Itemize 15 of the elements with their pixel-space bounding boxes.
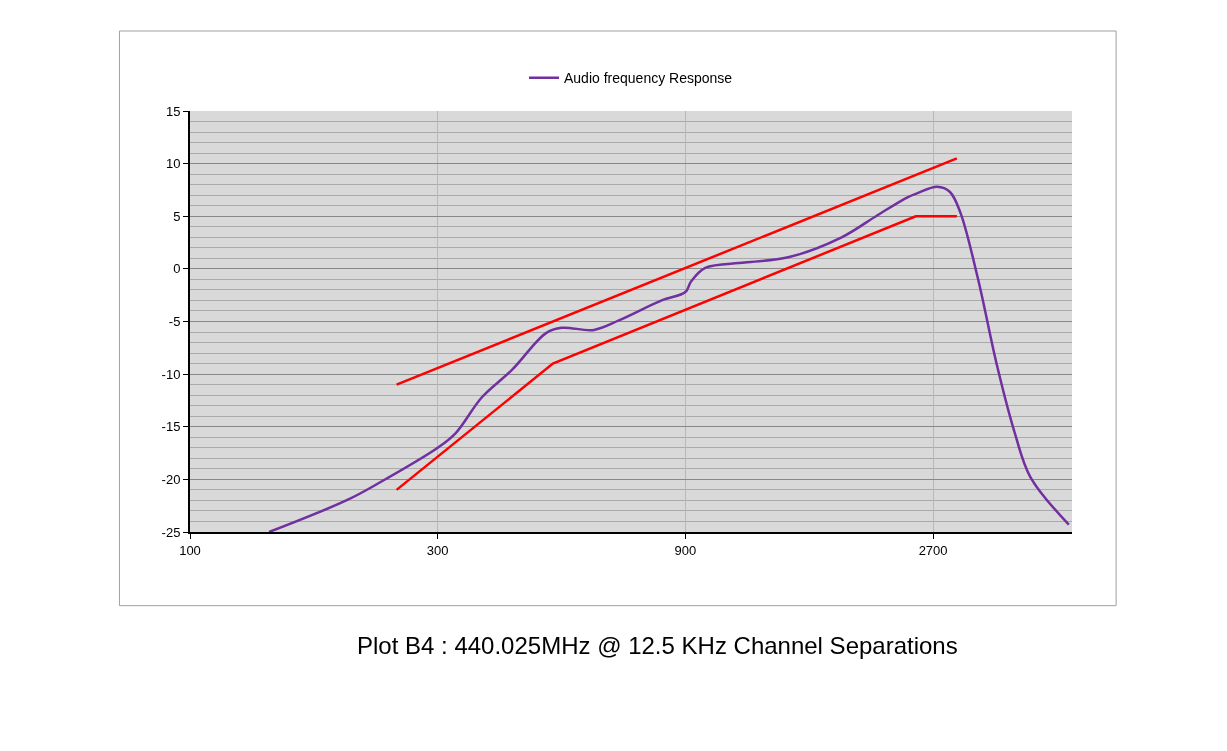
y-tick-label: 5 [173,208,181,224]
y-tick-label: 10 [165,156,181,172]
text: Plot B4 : 440.025MHz @ 12.5 KHz Channel Separations [357,632,958,659]
y-tick-label: -20 [161,471,181,487]
x-tick-label: 100 [179,542,201,558]
x-tick-label: 2700 [918,542,948,558]
legend-label: Audio frequency Response [564,70,733,87]
y-tick-label: -25 [161,524,181,540]
y-tick-label: 0 [173,261,181,277]
y-tick-label: 15 [165,103,181,119]
y-tick-label: -5 [168,314,181,330]
y-tick-label: -15 [161,419,181,435]
y-tick-label: -10 [161,366,181,382]
x-tick-label: 900 [674,542,697,558]
x-tick-label: 300 [426,542,449,558]
